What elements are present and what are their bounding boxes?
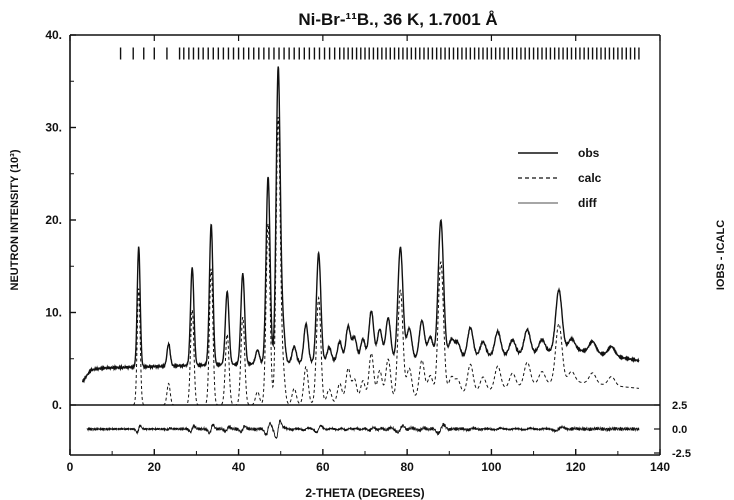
legend-label-diff: diff — [578, 196, 598, 210]
x-tick-label: 80 — [400, 460, 414, 474]
x-tick-label: 120 — [566, 460, 586, 474]
legend-label-calc: calc — [578, 171, 602, 185]
legend-label-obs: obs — [578, 146, 600, 160]
diff-curve — [86, 419, 640, 440]
diff-tick-label: 0.0 — [672, 424, 687, 436]
legend: obs calc diff — [518, 146, 602, 210]
diff-tick-label: -2.5 — [672, 448, 691, 460]
obs-curve — [81, 66, 640, 384]
x-tick-label: 100 — [481, 460, 501, 474]
x-tick-label: 40 — [232, 460, 246, 474]
y-tick-label: 0. — [52, 398, 62, 412]
chart-title: Ni-Br-¹¹B., 36 K, 1.7001 Å — [298, 10, 497, 29]
plot-frame — [69, 34, 661, 456]
x-tick-label: 20 — [148, 460, 162, 474]
x-tick-label: 0 — [67, 460, 74, 474]
diff-axis-label: IOBS - ICALC — [715, 220, 727, 290]
y-axis-label: NEUTRON INTENSITY (10³) — [9, 149, 21, 290]
y-tick-label: 30. — [45, 121, 62, 135]
x-tick-label: 140 — [650, 460, 670, 474]
x-tick-label: 60 — [316, 460, 330, 474]
y-tick-label: 20. — [45, 213, 62, 227]
diff-tick-label: 2.5 — [672, 400, 687, 412]
y-tick-label: 10. — [45, 306, 62, 320]
calc-curve — [133, 116, 639, 406]
x-axis-label: 2-THETA (DEGREES) — [305, 486, 424, 500]
y-tick-label: 40. — [45, 28, 62, 42]
